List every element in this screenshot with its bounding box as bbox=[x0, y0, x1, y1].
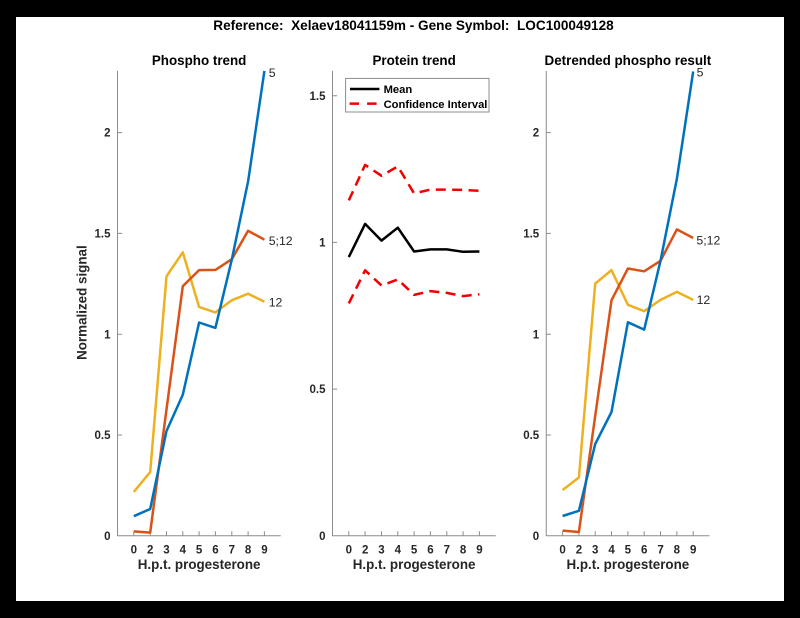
svg-text:5: 5 bbox=[411, 545, 418, 557]
svg-text:2: 2 bbox=[104, 128, 110, 140]
svg-text:Detrended phospho result: Detrended phospho result bbox=[545, 53, 712, 68]
svg-text:5: 5 bbox=[697, 65, 704, 79]
svg-text:1: 1 bbox=[319, 238, 326, 250]
svg-text:0: 0 bbox=[346, 545, 352, 557]
svg-text:4: 4 bbox=[395, 545, 402, 557]
svg-text:3: 3 bbox=[163, 545, 169, 557]
svg-text:H.p.t. progesterone: H.p.t. progesterone bbox=[138, 557, 261, 572]
svg-text:2: 2 bbox=[147, 545, 153, 557]
svg-text:5;12: 5;12 bbox=[696, 233, 720, 247]
svg-text:4: 4 bbox=[608, 545, 615, 557]
svg-text:0.5: 0.5 bbox=[523, 430, 540, 442]
svg-text:3: 3 bbox=[592, 545, 598, 557]
svg-text:5: 5 bbox=[625, 545, 632, 557]
svg-text:6: 6 bbox=[641, 545, 647, 557]
svg-text:7: 7 bbox=[229, 545, 235, 557]
svg-text:0.5: 0.5 bbox=[95, 430, 112, 442]
svg-text:8: 8 bbox=[674, 545, 681, 557]
svg-text:0: 0 bbox=[319, 531, 325, 543]
svg-text:1.5: 1.5 bbox=[310, 91, 327, 103]
svg-text:9: 9 bbox=[690, 545, 696, 557]
svg-text:3: 3 bbox=[378, 545, 384, 557]
svg-text:0: 0 bbox=[559, 545, 565, 557]
svg-text:12: 12 bbox=[269, 296, 283, 310]
svg-text:1: 1 bbox=[104, 329, 111, 341]
svg-text:1: 1 bbox=[533, 329, 540, 341]
svg-text:1.5: 1.5 bbox=[523, 228, 540, 240]
svg-text:Confidence Interval: Confidence Interval bbox=[384, 99, 488, 111]
svg-text:2: 2 bbox=[533, 128, 539, 140]
svg-text:12: 12 bbox=[697, 293, 711, 307]
svg-text:9: 9 bbox=[261, 545, 267, 557]
svg-text:6: 6 bbox=[427, 545, 433, 557]
svg-text:0: 0 bbox=[131, 545, 137, 557]
svg-text:0: 0 bbox=[533, 531, 539, 543]
svg-text:1.5: 1.5 bbox=[95, 228, 112, 240]
svg-text:7: 7 bbox=[444, 545, 450, 557]
svg-text:5;12: 5;12 bbox=[269, 234, 293, 248]
svg-text:2: 2 bbox=[362, 545, 368, 557]
svg-text:Reference: Xelaev18041159m -: Reference: Xelaev18041159m - Gene Symbol… bbox=[213, 18, 614, 33]
svg-text:8: 8 bbox=[460, 545, 467, 557]
svg-text:Normalized signal: Normalized signal bbox=[75, 245, 90, 360]
svg-text:Protein trend: Protein trend bbox=[372, 53, 455, 68]
svg-text:H.p.t. progesterone: H.p.t. progesterone bbox=[353, 557, 476, 572]
svg-text:4: 4 bbox=[180, 545, 187, 557]
svg-text:H.p.t. progesterone: H.p.t. progesterone bbox=[566, 557, 689, 572]
svg-text:0.5: 0.5 bbox=[310, 384, 327, 396]
svg-text:Mean: Mean bbox=[384, 84, 413, 96]
svg-text:6: 6 bbox=[212, 545, 218, 557]
svg-text:8: 8 bbox=[245, 545, 252, 557]
svg-text:5: 5 bbox=[196, 545, 203, 557]
svg-text:7: 7 bbox=[657, 545, 663, 557]
svg-text:9: 9 bbox=[476, 545, 482, 557]
svg-text:0: 0 bbox=[104, 531, 110, 543]
svg-text:5: 5 bbox=[269, 66, 276, 80]
svg-text:2: 2 bbox=[576, 545, 582, 557]
svg-text:Phospho trend: Phospho trend bbox=[152, 53, 246, 68]
